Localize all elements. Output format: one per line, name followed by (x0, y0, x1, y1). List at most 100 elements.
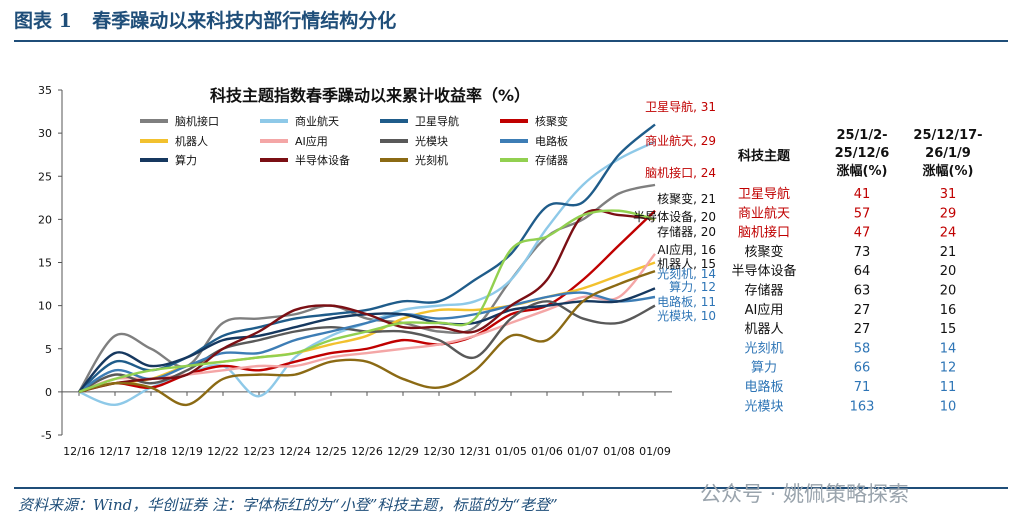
series-line-卫星导航 (78, 123, 656, 393)
x-tick-label: 12/18 (135, 445, 167, 458)
table-cell-name: 机器人 (744, 322, 783, 337)
legend-label: 光模块 (415, 134, 448, 148)
x-tick-label: 01/05 (495, 445, 527, 458)
legend-label: 半导体设备 (295, 153, 350, 167)
figure-title: 春季躁动以来科技内部行情结构分化 (92, 10, 397, 32)
table-cell-name: 脑机接口 (738, 225, 790, 241)
table-cell-name: AI应用 (745, 302, 784, 318)
series-lines (77, 123, 656, 407)
table-cell-value: 16 (940, 303, 957, 318)
table-cell-value: 41 (854, 187, 871, 202)
x-tick-label: 12/25 (315, 445, 347, 458)
table-cell-value: 73 (854, 245, 871, 260)
series-line-电路板 (78, 291, 656, 393)
table-cell-value: 163 (850, 399, 875, 414)
table-cell-value: 20 (940, 264, 957, 279)
x-tick-label: 12/26 (351, 445, 383, 458)
series-line-半导体设备 (78, 208, 656, 394)
y-tick-label: 15 (38, 257, 52, 270)
y-tick-label: -5 (41, 429, 52, 442)
table-cell-value: 64 (854, 264, 871, 279)
end-label: 算力, 12 (669, 279, 716, 294)
x-tick-label: 01/07 (567, 445, 599, 458)
x-tick-label: 12/19 (171, 445, 203, 458)
table-cell-name: 商业航天 (738, 205, 790, 221)
table-cell-value: 47 (854, 226, 871, 241)
table-cell-value: 27 (854, 303, 871, 318)
table-cell-value: 63 (854, 284, 871, 299)
y-tick-label: 35 (38, 84, 52, 97)
table-header: 26/1/9 (925, 146, 971, 161)
end-label: 商业航天, 29 (645, 133, 716, 148)
legend-label: 卫星导航 (415, 114, 459, 128)
table-cell-value: 14 (940, 341, 957, 356)
table-cell-value: 71 (854, 380, 871, 395)
header-divider (14, 40, 1008, 42)
legend-label: 机器人 (175, 134, 208, 148)
table-cell-name: 卫星导航 (738, 186, 790, 202)
table-cell-name: 光刻机 (744, 341, 783, 356)
end-label: 电路板, 11 (657, 294, 716, 309)
chart-and-table: -5 0 5 10 15 20 25 30 35 12/16 12/17 12/18 12/19 12/2… (38, 84, 983, 458)
y-tick-label: 10 (38, 300, 52, 313)
x-tick-label: 01/08 (603, 445, 635, 458)
chart-title: 科技主题指数春季躁动以来累计收益率（%） (210, 86, 530, 105)
end-label: 光模块, 10 (657, 309, 716, 323)
axes: -5 0 5 10 15 20 25 30 35 12/16 12/17 12/18 12/19 12/2… (38, 84, 672, 458)
series-line-存储器 (78, 209, 656, 394)
x-tick-label: 12/16 (63, 445, 95, 458)
table-header: 涨幅(%) (836, 163, 888, 179)
table-cell-value: 15 (940, 322, 957, 337)
x-tick-label: 12/23 (243, 445, 275, 458)
end-label: 存储器, 20 (657, 224, 716, 239)
x-tick-label: 12/24 (279, 445, 311, 458)
end-label: AI应用, 16 (657, 242, 716, 257)
legend-label: 核聚变 (535, 114, 568, 128)
end-label: 机器人, 15 (657, 257, 716, 271)
y-tick-label: 20 (38, 213, 52, 226)
table-cell-value: 11 (940, 380, 957, 395)
x-tick-label: 12/31 (459, 445, 491, 458)
end-label: 半导体设备, 20 (633, 210, 716, 224)
table-cell-value: 10 (940, 399, 957, 414)
table-cell-name: 存储器 (744, 284, 783, 299)
x-tick-label: 12/30 (423, 445, 455, 458)
figure-number: 图表 1 (14, 10, 72, 32)
table-header: 涨幅(%) (922, 163, 974, 179)
table-cell-name: 核聚变 (744, 244, 783, 260)
series-line-核聚变 (78, 209, 656, 394)
end-labels: 脑机接口, 24 商业航天, 29 卫星导航, 31 核聚变, 21 机器人, 15AI… (633, 99, 716, 323)
end-label: 核聚变, 21 (657, 191, 716, 206)
end-label: 光刻机, 14 (657, 267, 716, 281)
footer-divider (14, 487, 1008, 489)
table-cell-name: 光模块 (744, 399, 783, 414)
table-cell-value: 66 (854, 361, 871, 376)
legend-label: 存储器 (535, 153, 568, 167)
table-header: 25/1/2- (836, 128, 887, 143)
table-cell-value: 21 (940, 245, 957, 260)
x-tick-label: 01/09 (639, 445, 671, 458)
legend-label: 光刻机 (415, 153, 448, 167)
end-label: 卫星导航, 31 (645, 99, 716, 114)
table-cell-value: 57 (854, 206, 871, 221)
x-tick-label: 12/17 (99, 445, 131, 458)
table-header: 科技主题 (738, 148, 791, 164)
table-cell-name: 算力 (751, 361, 777, 376)
table-cell-name: 电路板 (744, 379, 783, 395)
table-cell-value: 29 (940, 206, 957, 221)
y-tick-label: 5 (45, 343, 52, 356)
x-tick-label: 12/22 (207, 445, 239, 458)
x-tick-label: 01/06 (531, 445, 563, 458)
table-cell-value: 31 (940, 187, 957, 202)
end-label: 脑机接口, 24 (645, 165, 716, 180)
figure-header: 图表 1 春季躁动以来科技内部行情结构分化 (14, 6, 396, 34)
legend-label: 电路板 (535, 134, 568, 148)
table-header: 25/12/17- (913, 128, 982, 143)
returns-table: 科技主题 25/1/2- 25/12/6 涨幅(%) 25/12/17- 26/1/9 涨幅… (731, 128, 982, 414)
table-cell-value: 58 (854, 341, 871, 356)
series-line-光刻机 (78, 269, 656, 407)
legend-label: 脑机接口 (175, 114, 219, 128)
legend-label: 商业航天 (295, 114, 339, 128)
table-cell-value: 27 (854, 322, 871, 337)
